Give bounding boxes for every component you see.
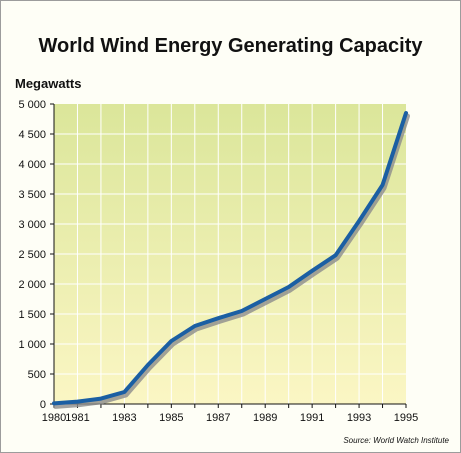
series-line xyxy=(52,111,408,406)
y-tick-label: 1 500 xyxy=(18,309,46,321)
y-tick-label: 4 500 xyxy=(18,129,46,141)
series-line-shadow xyxy=(53,113,410,409)
x-tick-label: 1981 xyxy=(65,412,89,424)
y-tick-label: 0 xyxy=(40,399,46,411)
y-tick-label: 2 000 xyxy=(18,279,46,291)
y-tick-label: 4 000 xyxy=(18,159,46,171)
chart-title: World Wind Energy Generating Capacity xyxy=(38,35,423,57)
y-tick-label: 3 500 xyxy=(18,189,46,201)
y-tick-label: 3 000 xyxy=(18,219,46,231)
x-tick-label: 1980 xyxy=(42,412,66,424)
y-tick-label: 5 000 xyxy=(18,99,46,111)
x-tick-label: 1985 xyxy=(159,412,183,424)
x-tick-label: 1993 xyxy=(347,412,371,424)
y-tick-label: 1 000 xyxy=(18,339,46,351)
y-tick-label: 2 500 xyxy=(18,249,46,261)
x-tick-label: 1989 xyxy=(253,412,277,424)
x-tick-label: 1983 xyxy=(112,412,136,424)
y-axis-title: Megawatts xyxy=(15,76,82,91)
x-tick-label: 1995 xyxy=(394,412,418,424)
x-tick-label: 1991 xyxy=(300,412,324,424)
source-note: Source: World Watch Institute xyxy=(343,436,449,445)
x-tick-label: 1987 xyxy=(206,412,230,424)
y-tick-label: 500 xyxy=(28,369,46,381)
